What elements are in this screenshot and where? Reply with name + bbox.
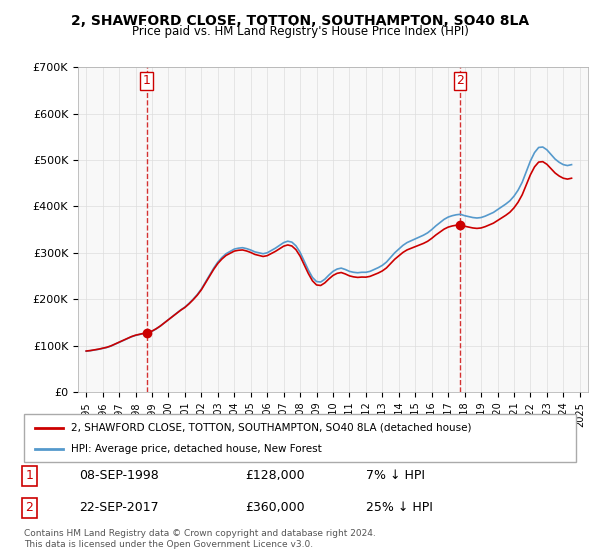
Text: 2: 2	[26, 501, 34, 515]
Text: £360,000: £360,000	[245, 501, 304, 515]
FancyBboxPatch shape	[24, 414, 576, 462]
Text: 2, SHAWFORD CLOSE, TOTTON, SOUTHAMPTON, SO40 8LA (detached house): 2, SHAWFORD CLOSE, TOTTON, SOUTHAMPTON, …	[71, 423, 472, 433]
Text: 2, SHAWFORD CLOSE, TOTTON, SOUTHAMPTON, SO40 8LA: 2, SHAWFORD CLOSE, TOTTON, SOUTHAMPTON, …	[71, 14, 529, 28]
Text: Contains HM Land Registry data © Crown copyright and database right 2024.
This d: Contains HM Land Registry data © Crown c…	[24, 529, 376, 549]
Text: 25% ↓ HPI: 25% ↓ HPI	[366, 501, 433, 515]
Text: Price paid vs. HM Land Registry's House Price Index (HPI): Price paid vs. HM Land Registry's House …	[131, 25, 469, 38]
Text: HPI: Average price, detached house, New Forest: HPI: Average price, detached house, New …	[71, 444, 322, 454]
Text: 2: 2	[456, 74, 464, 87]
Text: 7% ↓ HPI: 7% ↓ HPI	[366, 469, 425, 482]
Text: 08-SEP-1998: 08-SEP-1998	[79, 469, 159, 482]
Text: 1: 1	[26, 469, 34, 482]
Text: 22-SEP-2017: 22-SEP-2017	[79, 501, 159, 515]
Text: £128,000: £128,000	[245, 469, 304, 482]
Text: 1: 1	[143, 74, 151, 87]
